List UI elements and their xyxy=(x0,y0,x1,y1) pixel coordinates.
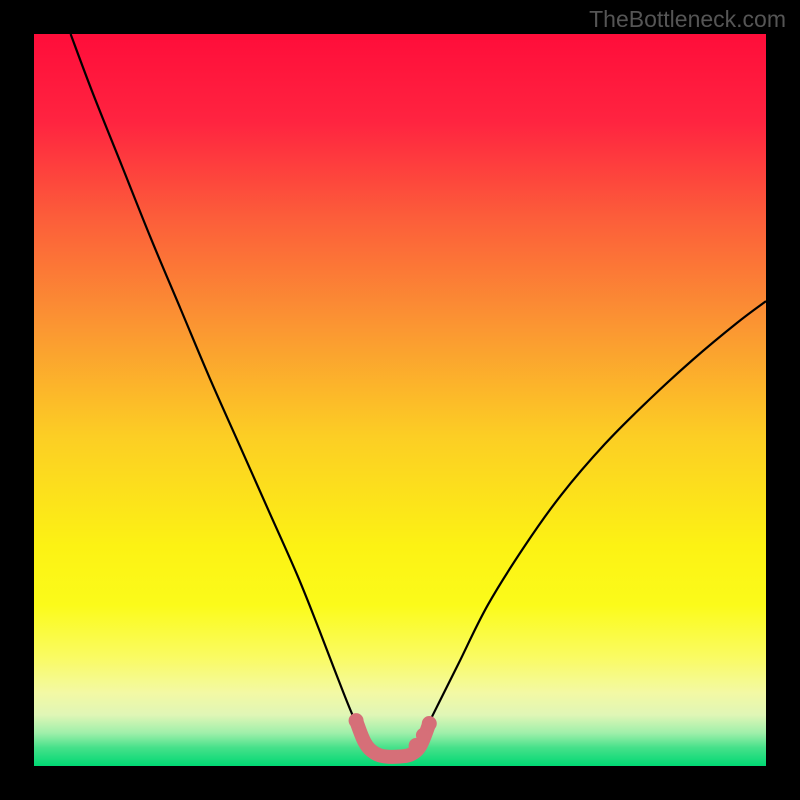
plot-background xyxy=(34,34,766,766)
highlight-dot xyxy=(422,716,437,731)
chart-container: TheBottleneck.com xyxy=(0,0,800,800)
highlight-dot xyxy=(349,713,364,728)
watermark-text: TheBottleneck.com xyxy=(589,6,786,33)
bottleneck-chart xyxy=(0,0,800,800)
